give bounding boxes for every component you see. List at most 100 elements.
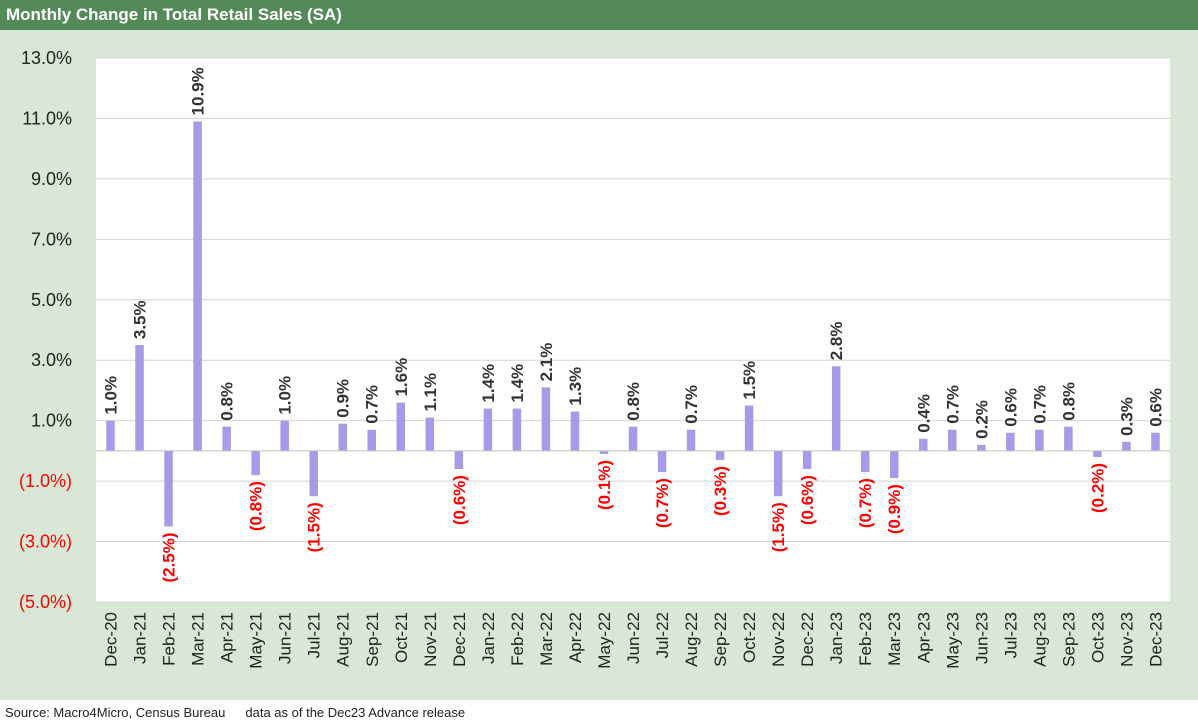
data-label: (0.7%) <box>856 478 875 528</box>
bar <box>1122 441 1131 451</box>
bar <box>454 450 464 470</box>
x-tick-label: Jul-23 <box>1001 612 1020 658</box>
data-label: 1.4% <box>508 364 527 403</box>
x-tick-label: Feb-21 <box>160 612 179 666</box>
data-label: 0.7% <box>682 385 701 424</box>
bar <box>1151 432 1160 451</box>
bar <box>367 429 377 451</box>
y-tick-label: 13.0% <box>21 48 72 68</box>
x-tick-label: Sep-21 <box>363 612 382 667</box>
data-label: 0.4% <box>914 394 933 433</box>
x-tick-label: Jun-22 <box>624 612 643 664</box>
y-tick-label: 1.0% <box>31 411 72 431</box>
bar <box>657 450 667 473</box>
bar <box>831 366 841 451</box>
y-axis-tick-labels: 13.0% 11.0% 9.0% 7.0% 5.0% 3.0% 1.0% (1.0%) (3.0… <box>19 48 72 612</box>
data-label: 1.6% <box>392 358 411 397</box>
x-tick-label: Nov-23 <box>1117 612 1136 667</box>
data-label: 1.0% <box>102 376 121 415</box>
x-tick-label: Apr-22 <box>566 612 585 663</box>
bar <box>222 426 231 451</box>
x-tick-label: May-21 <box>247 612 266 669</box>
x-tick-label: Oct-23 <box>1088 612 1107 663</box>
y-tick-label: 9.0% <box>31 169 72 189</box>
x-tick-label: Mar-22 <box>537 612 556 666</box>
bar <box>193 121 202 451</box>
x-tick-label: Dec-22 <box>798 612 817 667</box>
data-label: 0.7% <box>943 385 962 424</box>
chart-area: 13.0% 11.0% 9.0% 7.0% 5.0% 3.0% 1.0% (1.0%) (3.0… <box>0 30 1198 700</box>
data-label: 0.3% <box>1117 397 1136 436</box>
bar <box>715 450 725 460</box>
y-tick-label: (5.0%) <box>19 592 72 612</box>
x-tick-label: Jul-21 <box>305 612 324 658</box>
data-label: (0.3%) <box>711 466 730 516</box>
x-tick-label: Feb-23 <box>856 612 875 666</box>
x-tick-label: Dec-21 <box>450 612 469 667</box>
data-label: (0.6%) <box>450 475 469 525</box>
bar <box>483 408 493 451</box>
y-tick-label: (3.0%) <box>19 532 72 552</box>
data-label: (0.6%) <box>798 475 817 525</box>
bar <box>773 450 783 497</box>
y-tick-label: 3.0% <box>31 350 72 370</box>
data-label: 10.9% <box>189 67 208 115</box>
data-label: 1.5% <box>740 361 759 400</box>
x-tick-label: Aug-21 <box>334 612 353 667</box>
x-tick-label: Aug-22 <box>682 612 701 667</box>
data-label: 0.8% <box>624 382 643 421</box>
bar <box>1093 450 1102 457</box>
data-label: 0.6% <box>1146 388 1165 427</box>
data-label: (2.5%) <box>160 532 179 582</box>
data-label: (0.8%) <box>247 481 266 531</box>
footer: Source: Macro4Micro, Census Bureau data a… <box>0 700 1198 723</box>
bar <box>1064 426 1073 451</box>
y-tick-label: 11.0% <box>22 108 72 128</box>
x-tick-label: Jun-23 <box>972 612 991 664</box>
x-tick-label: May-23 <box>943 612 962 669</box>
bar <box>744 405 754 451</box>
bar <box>512 408 522 451</box>
bar <box>164 450 173 527</box>
data-label: 1.3% <box>566 367 585 406</box>
chart-title: Monthly Change in Total Retail Sales (SA… <box>0 0 1198 30</box>
bar <box>541 387 551 451</box>
bar <box>338 423 347 451</box>
x-tick-label: May-22 <box>595 612 614 669</box>
x-tick-label: Aug-23 <box>1030 612 1049 667</box>
bar <box>599 450 609 454</box>
bar <box>280 420 289 451</box>
x-tick-label: Apr-23 <box>914 612 933 663</box>
y-tick-label: 7.0% <box>31 229 72 249</box>
bar <box>1006 432 1015 451</box>
x-tick-label: Sep-23 <box>1059 612 1078 667</box>
bar <box>425 417 435 451</box>
plot-area <box>96 58 1170 602</box>
data-label: 2.8% <box>827 322 846 361</box>
bar <box>889 450 899 479</box>
bar <box>686 429 696 451</box>
x-tick-label: Jan-21 <box>131 612 150 664</box>
data-label: 0.8% <box>218 382 237 421</box>
x-tick-label: Jan-22 <box>479 612 498 664</box>
bar <box>948 429 957 451</box>
x-tick-label: Oct-21 <box>392 612 411 663</box>
data-label: 2.1% <box>537 343 556 382</box>
bar <box>570 411 580 451</box>
bar <box>977 444 986 451</box>
data-label: 1.0% <box>276 376 295 415</box>
data-labels: 1.0% 3.5% (2.5%) 10.9% 0.8% (0.8%) 1.0% (1.5%) 0… <box>102 67 1166 582</box>
y-tick-label: 5.0% <box>31 290 72 310</box>
data-label: 1.4% <box>479 364 498 403</box>
x-tick-label: Oct-22 <box>740 612 759 663</box>
bar <box>396 402 406 451</box>
bar-chart: 13.0% 11.0% 9.0% 7.0% 5.0% 3.0% 1.0% (1.0%) (3.0… <box>19 48 1170 669</box>
x-tick-label: Mar-21 <box>189 612 208 666</box>
data-label: 0.9% <box>334 379 353 418</box>
x-tick-label: Feb-22 <box>508 612 527 666</box>
bar <box>309 450 318 497</box>
data-label: 0.7% <box>363 385 382 424</box>
x-tick-label: Dec-20 <box>102 612 121 667</box>
bar <box>628 426 638 451</box>
data-label: (0.1%) <box>595 460 614 510</box>
